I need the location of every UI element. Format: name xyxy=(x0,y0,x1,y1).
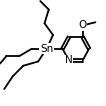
Text: N: N xyxy=(65,55,73,65)
Text: O: O xyxy=(79,20,87,30)
Text: Sn: Sn xyxy=(40,44,53,54)
